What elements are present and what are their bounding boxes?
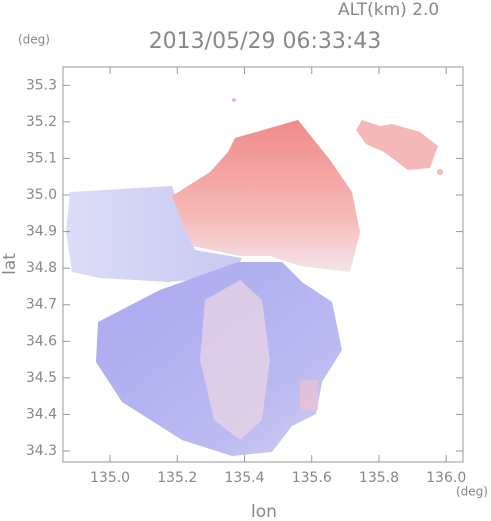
approaching-region <box>66 186 242 282</box>
y-tick-label: 34.5 <box>26 370 57 386</box>
y-unit: (deg) <box>18 33 50 47</box>
x-axis-label: lon <box>251 502 277 521</box>
echo <box>300 380 318 410</box>
x-tick-label: 135.0 <box>90 470 130 486</box>
x-tick-label: 135.2 <box>157 470 197 486</box>
radar-field <box>66 98 443 456</box>
y-tick-label: 34.8 <box>26 260 57 276</box>
y-tick-label: 34.4 <box>26 406 57 422</box>
echo <box>437 169 443 175</box>
y-tick-label: 35.0 <box>26 187 57 203</box>
y-tick-label: 35.2 <box>26 114 57 130</box>
receding-region <box>356 120 438 170</box>
x-tick-label: 135.8 <box>359 470 399 486</box>
echo <box>232 98 236 102</box>
y-tick-label: 34.3 <box>26 443 57 459</box>
altitude-label: ALT(km) 2.0 <box>338 0 439 20</box>
receding-region <box>172 120 360 272</box>
y-axis-label: lat <box>0 253 20 275</box>
x-tick-label: 135.6 <box>292 470 332 486</box>
plot-frame <box>62 66 464 463</box>
axes: 135.0 135.2 135.4 135.6 135.8 136.0 34.3 34.4 34… <box>26 67 466 486</box>
x-tick-label: 136.0 <box>426 470 466 486</box>
chart-title: 2013/05/29 06:33:43 <box>149 29 382 54</box>
x-tick-label: 135.4 <box>224 470 264 486</box>
mixed-region <box>200 280 270 440</box>
y-tick-label: 35.1 <box>26 150 57 166</box>
y-tick-label: 34.9 <box>26 224 57 240</box>
y-tick-label: 34.6 <box>26 333 57 349</box>
x-unit: (deg) <box>456 485 488 499</box>
y-tick-label: 34.7 <box>26 297 57 313</box>
y-tick-label: 35.3 <box>26 77 57 93</box>
